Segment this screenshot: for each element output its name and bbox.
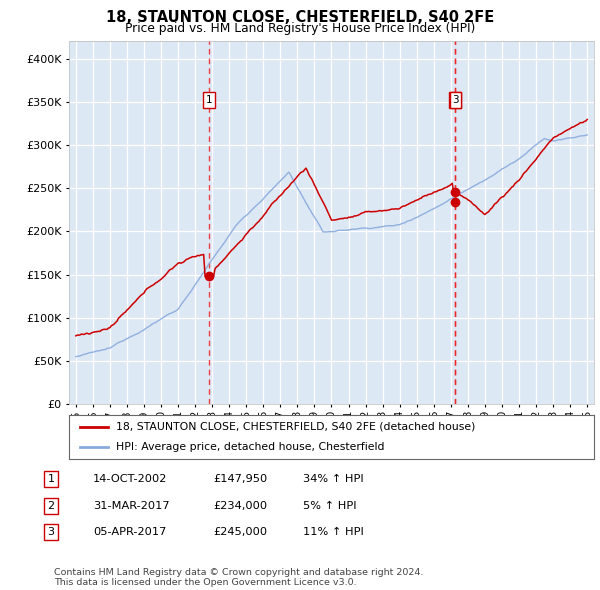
Text: 34% ↑ HPI: 34% ↑ HPI [303,474,364,484]
Text: 18, STAUNTON CLOSE, CHESTERFIELD, S40 2FE: 18, STAUNTON CLOSE, CHESTERFIELD, S40 2F… [106,10,494,25]
Text: 18, STAUNTON CLOSE, CHESTERFIELD, S40 2FE (detached house): 18, STAUNTON CLOSE, CHESTERFIELD, S40 2F… [116,422,476,432]
Text: HPI: Average price, detached house, Chesterfield: HPI: Average price, detached house, Ches… [116,442,385,452]
Text: 1: 1 [205,95,212,105]
Text: Contains HM Land Registry data © Crown copyright and database right 2024.
This d: Contains HM Land Registry data © Crown c… [54,568,424,587]
Text: 1: 1 [47,474,55,484]
Text: 2: 2 [47,501,55,510]
Text: 5% ↑ HPI: 5% ↑ HPI [303,501,356,510]
Text: 14-OCT-2002: 14-OCT-2002 [93,474,167,484]
Text: 31-MAR-2017: 31-MAR-2017 [93,501,170,510]
Text: £147,950: £147,950 [213,474,267,484]
Text: £245,000: £245,000 [213,527,267,537]
Text: 05-APR-2017: 05-APR-2017 [93,527,166,537]
Text: £234,000: £234,000 [213,501,267,510]
Text: 3: 3 [47,527,55,537]
Text: 11% ↑ HPI: 11% ↑ HPI [303,527,364,537]
Text: Price paid vs. HM Land Registry's House Price Index (HPI): Price paid vs. HM Land Registry's House … [125,22,475,35]
Text: 3: 3 [452,95,459,105]
Text: 2: 2 [452,95,458,105]
